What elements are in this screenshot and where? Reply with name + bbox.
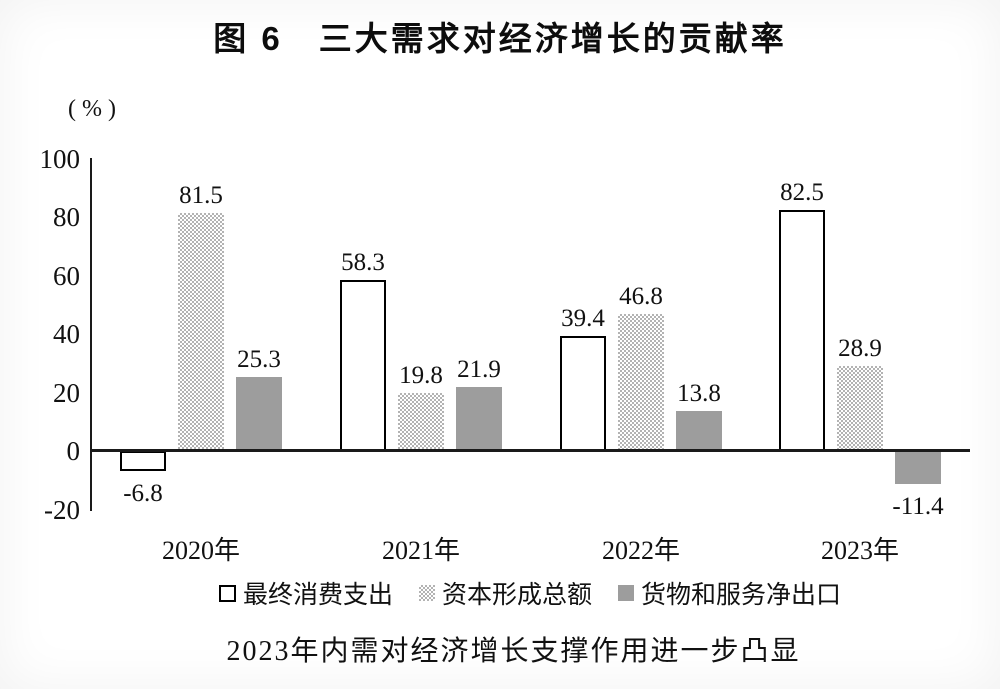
- bar-资本形成总额-2023年: [837, 366, 883, 451]
- x-axis-label: 2020年: [161, 536, 240, 565]
- legend-item: 货物和服务净出口: [618, 575, 841, 611]
- bar-value-label: 39.4: [561, 305, 605, 332]
- legend-swatch-white-outline: [218, 584, 236, 602]
- bar-value-label: 19.8: [399, 362, 443, 389]
- y-tick-label: 100: [39, 143, 81, 174]
- y-tick-label: -20: [44, 494, 80, 525]
- bar-value-label: 81.5: [179, 182, 223, 209]
- legend-item: 资本形成总额: [418, 575, 592, 611]
- bar-资本形成总额-2021年: [398, 393, 444, 451]
- x-axis-label: 2022年: [601, 536, 680, 565]
- bar-最终消费支出-2022年: [560, 336, 606, 451]
- y-tick-label: 40: [53, 319, 80, 349]
- x-axis-label: 2021年: [381, 536, 460, 565]
- legend-label: 资本形成总额: [441, 582, 592, 609]
- bar-资本形成总额-2022年: [618, 314, 664, 451]
- y-tick-label: 20: [53, 377, 80, 408]
- y-tick-label: 60: [53, 260, 80, 291]
- zero-baseline: [91, 449, 970, 452]
- legend-swatch-dotted-pattern: [418, 585, 435, 601]
- legend-item: 最终消费支出: [218, 575, 393, 611]
- bar-货物和服务净出口-2023年: [895, 451, 941, 484]
- bar-货物和服务净出口-2020年: [236, 377, 282, 451]
- bar-资本形成总额-2020年: [178, 213, 224, 451]
- y-axis-line: [90, 158, 92, 511]
- bar-value-label: -11.4: [892, 493, 944, 520]
- figure-caption: 2023年内需对经济增长支撑作用进一步凸显: [226, 636, 801, 667]
- bar-value-label: 13.8: [677, 380, 721, 407]
- bar-最终消费支出-2020年: [120, 451, 166, 471]
- y-tick-label: 0: [66, 436, 81, 466]
- bar-value-label: 21.9: [457, 356, 501, 383]
- bar-value-label: 58.3: [341, 249, 385, 276]
- legend-label: 最终消费支出: [242, 582, 393, 609]
- bar-货物和服务净出口-2022年: [676, 411, 722, 451]
- y-tick-label: 80: [53, 202, 80, 232]
- y-axis-unit-label: ( % ): [68, 96, 116, 122]
- figure-title: 图 6 三大需求对经济增长的贡献率: [213, 20, 787, 57]
- bar-最终消费支出-2023年: [779, 210, 825, 451]
- bar-value-label: 46.8: [619, 283, 663, 310]
- bar-货物和服务净出口-2021年: [456, 387, 502, 451]
- bar-最终消费支出-2021年: [340, 280, 386, 451]
- legend-swatch-solid-gray: [618, 585, 634, 601]
- bar-value-label: 82.5: [780, 179, 824, 206]
- bar-value-label: -6.8: [123, 480, 163, 507]
- x-axis-label: 2023年: [820, 536, 899, 565]
- legend: 最终消费支出 资本形成总额 货物和服务净出口: [60, 575, 1000, 611]
- bar-value-label: 28.9: [838, 335, 882, 362]
- bar-value-label: 25.3: [237, 346, 281, 373]
- legend-label: 货物和服务净出口: [641, 582, 842, 609]
